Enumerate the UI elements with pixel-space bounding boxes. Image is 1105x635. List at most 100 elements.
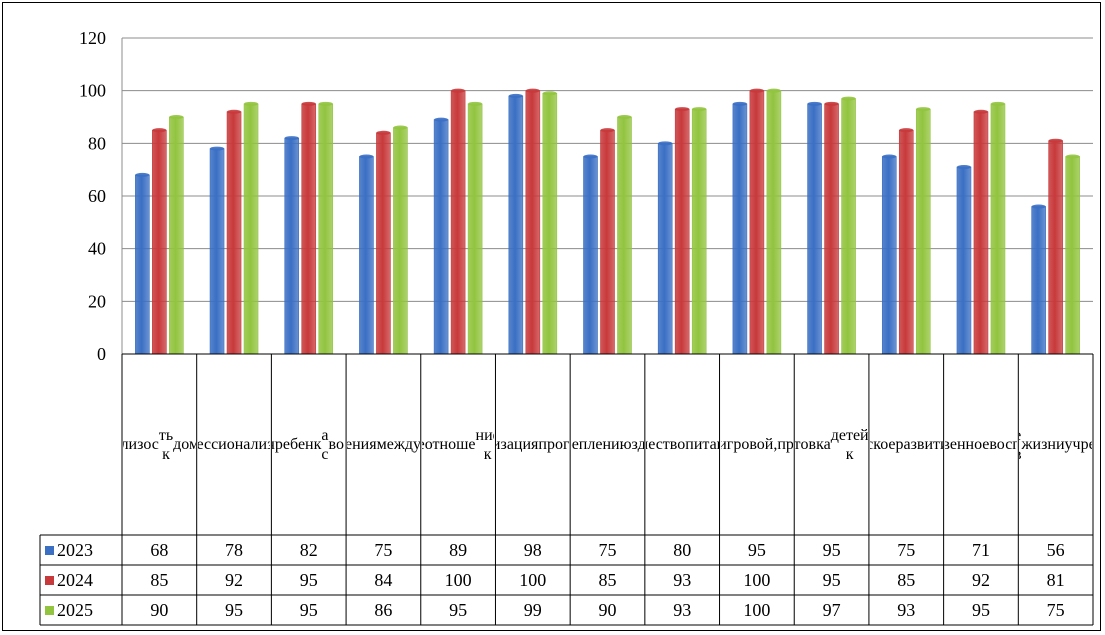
bar-cap [1065,154,1080,159]
data-label: 100 [743,599,771,620]
y-tick-label: 20 [88,291,106,311]
x-tick-label: Реализацияпрограмм [496,436,570,453]
bar-2024 [152,129,167,355]
y-tick-label: 0 [97,344,106,364]
bar-2024 [226,111,242,355]
data-label: 97 [822,599,841,620]
bar-cap [990,101,1005,106]
bar-2024 [376,132,391,355]
bar-2024 [525,90,541,355]
bar-2024 [749,90,765,355]
bar-2024 [674,108,690,355]
data-label: 90 [150,599,169,620]
bar-2024 [973,111,989,355]
bar-cap [210,146,225,151]
legend-entry-2025: 2025 [41,595,121,625]
data-label: 71 [971,539,990,560]
data-label: 100 [519,569,547,590]
bar-2023 [209,148,225,355]
bar-cap [841,96,856,101]
bar-cap [301,101,316,106]
bar-cap [244,101,259,106]
x-tick-label: Качествопитания [646,436,719,453]
data-label: 85 [150,569,169,590]
data-label: 86 [374,599,393,620]
data-label: 93 [897,599,916,620]
data-label: 80 [673,539,692,560]
bar-cap [732,101,747,106]
bar-2023 [583,156,598,355]
bar-cap [692,107,707,112]
x-tick-label: Отношениямеждудетьми [347,436,420,453]
data-label: 93 [673,569,692,590]
bar-2024 [898,129,914,355]
legend-entry-2023: 2023 [41,535,121,565]
bar-2024 [1048,140,1063,355]
x-tick-label: Нравственноевоспитание [944,436,1018,453]
bar-cap [376,130,391,135]
bar-2023 [135,174,150,355]
data-label: 93 [673,599,692,620]
bar-cap [359,154,374,159]
bar-2023 [657,143,673,355]
data-label: 100 [743,569,771,590]
bar-2023 [508,95,524,355]
bar-2023 [433,119,449,355]
bar-cap [766,88,781,93]
bar-cap [956,165,971,170]
legend-label: 2024 [57,569,93,590]
legend-label: 2023 [57,539,93,560]
data-label: 98 [523,539,542,560]
x-tick-label: Отношенияребенка своспитателем [272,426,345,463]
bar-2025 [691,108,707,355]
data-label: 85 [897,569,916,590]
data-label: 75 [1046,599,1065,620]
bar-cap [135,172,150,177]
bar-cap [583,154,598,159]
bar-2023 [284,137,300,355]
bar-cap [617,115,632,119]
x-tick-label: Участие вжизниучреждения [1019,427,1092,463]
data-label: 95 [822,539,841,560]
bar-cap [1048,138,1063,143]
data-label: 95 [747,539,766,560]
bar-2025 [1065,156,1080,355]
y-tick-label: 60 [88,186,106,206]
bar-2023 [956,166,972,355]
bar-cap [152,128,167,133]
bar-cap [658,141,673,146]
data-label: 75 [374,539,393,560]
legend-label: 2025 [57,599,93,620]
x-tick-label: Работапоукреплениюздоровьядетей [571,436,644,453]
bar-cap [468,101,483,106]
bar-2025 [915,108,931,355]
bar-2023 [1031,206,1046,355]
bar-2023 [359,156,374,355]
bar-cap [973,109,988,114]
bar-2025 [393,127,408,355]
legend-swatch [45,545,54,555]
data-label: 92 [971,569,990,590]
bar-cap [600,128,615,133]
legend-entry-2024: 2024 [41,565,121,595]
bar-2025 [841,98,856,355]
y-tick-label: 100 [79,81,106,101]
data-label: 89 [449,539,468,560]
bar-cap [227,109,242,114]
bar-2024 [450,90,466,355]
y-tick-label: 120 [79,28,106,48]
y-tick-label: 40 [88,239,106,259]
data-label: 92 [225,569,244,590]
data-label: 84 [374,569,393,590]
bar-cap [1031,204,1046,209]
bar-2025 [617,116,632,355]
bar-2024 [824,103,839,355]
bar-cap [169,115,184,119]
bar-2025 [169,116,184,355]
bar-cap [882,154,897,159]
x-tick-label: Организацияигровой,проектнойдеят-ти [720,436,794,453]
bar-2025 [766,90,782,355]
data-label: 95 [299,569,318,590]
x-tick-label: Высокийпрофессионализмсотрудников [197,436,271,453]
